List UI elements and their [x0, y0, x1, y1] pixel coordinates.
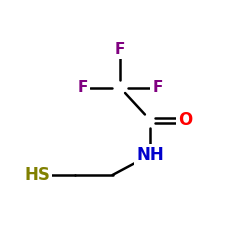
- Text: NH: NH: [136, 146, 164, 164]
- Text: O: O: [178, 111, 192, 129]
- Text: F: F: [77, 80, 88, 95]
- Text: HS: HS: [24, 166, 50, 184]
- Text: F: F: [152, 80, 163, 95]
- Text: F: F: [115, 42, 125, 58]
- Text: O: O: [178, 111, 192, 129]
- Text: F: F: [77, 80, 88, 95]
- Text: F: F: [152, 80, 163, 95]
- Text: HS: HS: [24, 166, 50, 184]
- Text: NH: NH: [136, 146, 164, 164]
- Text: F: F: [115, 42, 125, 58]
